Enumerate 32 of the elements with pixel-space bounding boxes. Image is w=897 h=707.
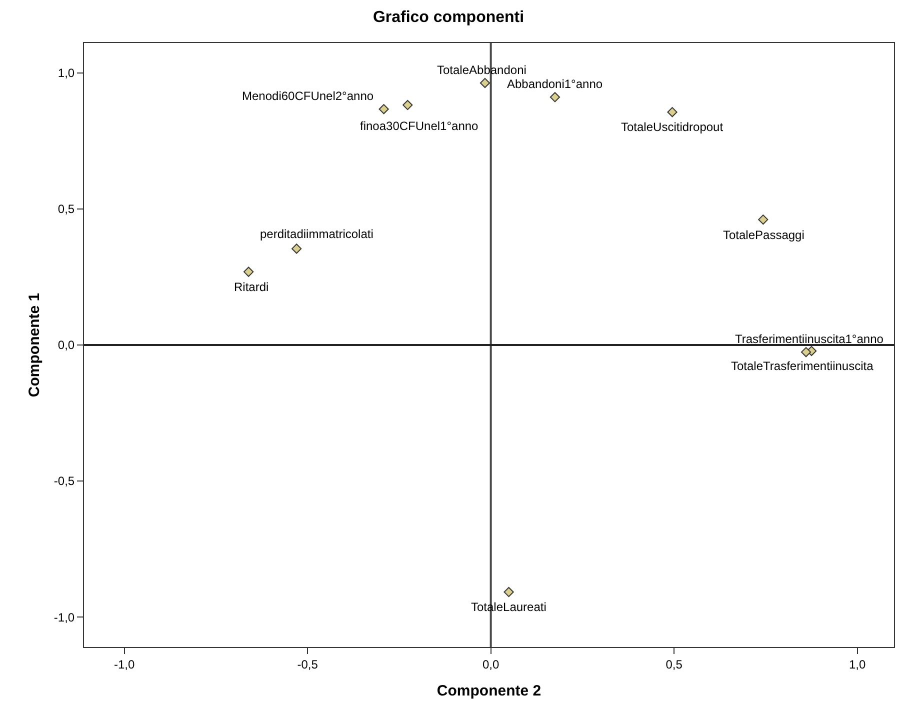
point	[292, 244, 302, 254]
y-tick-label: 0,0	[58, 338, 75, 352]
annotation: Abbandoni1°anno	[507, 77, 603, 91]
annotation: TotaleTrasferimentiinuscita	[731, 359, 874, 373]
annotation: Ritardi	[234, 280, 269, 294]
y-tick-label: -0,5	[54, 474, 75, 488]
x-tick-label: 1,0	[849, 657, 866, 672]
chart-title: Grafico componenti	[372, 8, 524, 26]
annotation: perditadiimmatricolati	[260, 227, 374, 241]
annotation: finoa30CFUnel1°anno	[360, 119, 479, 133]
point	[667, 107, 678, 118]
point	[504, 586, 514, 598]
x-tick-label: -1,0	[114, 657, 135, 672]
x-tick-label: 0,5	[666, 657, 683, 672]
point	[758, 214, 768, 225]
annotation: Trasferimentiinuscita1°anno	[735, 332, 884, 346]
point	[378, 104, 389, 114]
x-axis-title: Componente 2	[436, 682, 542, 700]
x-tick-label: 0,0	[482, 657, 500, 672]
annotation: Menodi60CFUnel2°anno	[242, 89, 374, 103]
y-tick-label: -1,0	[54, 610, 75, 624]
point	[800, 347, 812, 358]
point	[480, 78, 490, 88]
y-tick-label: 0,5	[58, 202, 75, 216]
annotation: TotalePassaggi	[723, 228, 804, 242]
point	[550, 92, 560, 102]
point	[244, 266, 254, 277]
x-tick-label: -0,5	[297, 657, 318, 672]
annotation: TotaleUscitidropout	[621, 120, 724, 134]
point	[402, 100, 413, 110]
y-axis-title: Componente 1	[26, 292, 44, 398]
y-tick-label: 1,0	[58, 66, 75, 80]
